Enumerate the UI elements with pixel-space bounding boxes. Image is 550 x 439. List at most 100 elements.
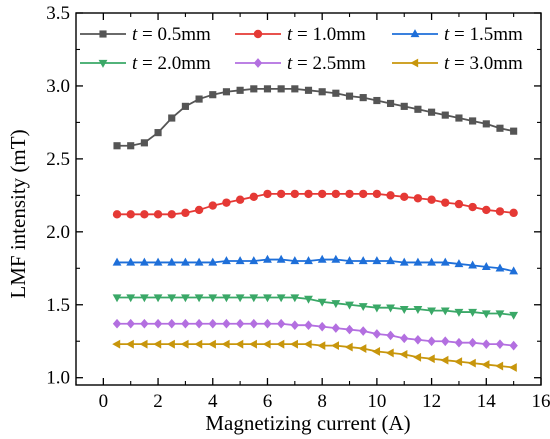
data-point xyxy=(455,114,463,122)
series-4 xyxy=(112,294,519,320)
data-point xyxy=(235,339,244,349)
legend-entry-3: t = 1.5mm xyxy=(392,24,523,45)
data-point xyxy=(345,324,354,335)
data-point xyxy=(235,195,245,204)
data-point xyxy=(441,336,450,347)
data-point xyxy=(495,263,505,272)
series-line xyxy=(117,296,514,316)
data-point xyxy=(194,339,203,349)
data-point xyxy=(372,347,381,356)
data-point xyxy=(140,318,149,329)
data-point xyxy=(468,202,477,212)
data-point xyxy=(413,257,423,266)
data-point xyxy=(454,259,464,268)
data-point xyxy=(426,354,435,364)
data-point xyxy=(508,363,517,372)
data-point xyxy=(495,207,505,216)
data-point xyxy=(427,336,436,347)
legend-entry-4: t = 2.0mm xyxy=(80,53,211,74)
series-line xyxy=(117,258,514,273)
data-point xyxy=(235,256,245,265)
data-point xyxy=(139,257,149,266)
data-point xyxy=(386,304,395,313)
data-point xyxy=(153,339,162,349)
data-point xyxy=(139,339,148,349)
legend-entry-5: t = 2.5mm xyxy=(235,53,366,74)
data-point xyxy=(372,256,382,265)
y-tick-label: 2.0 xyxy=(46,222,70,243)
x-tick-label: 12 xyxy=(422,391,441,412)
legend-marker xyxy=(410,29,420,38)
data-point xyxy=(180,339,189,349)
data-point xyxy=(440,257,450,266)
data-point xyxy=(372,304,382,313)
data-point xyxy=(344,342,353,352)
data-point xyxy=(194,257,204,266)
data-point xyxy=(400,192,409,202)
data-point xyxy=(317,298,327,307)
data-point xyxy=(181,318,190,329)
data-point xyxy=(332,89,340,97)
data-point xyxy=(345,256,354,265)
legend-marker xyxy=(410,58,419,68)
data-point xyxy=(208,201,217,210)
data-point xyxy=(441,111,449,119)
data-point xyxy=(276,254,286,263)
data-point xyxy=(222,294,231,303)
data-point xyxy=(345,301,354,310)
x-tick-label: 6 xyxy=(263,391,273,412)
data-point xyxy=(181,102,189,110)
x-tick-label: 0 xyxy=(99,391,109,412)
data-point xyxy=(263,318,272,329)
data-point xyxy=(372,189,382,199)
data-point xyxy=(358,256,368,265)
data-point xyxy=(386,99,395,108)
data-point xyxy=(359,189,368,199)
data-point xyxy=(112,210,122,219)
data-point xyxy=(235,318,245,329)
data-point xyxy=(482,205,491,215)
data-point xyxy=(168,114,176,122)
x-tick-label: 8 xyxy=(317,391,327,412)
data-point xyxy=(208,257,218,266)
y-axis-title: LMF intensity (mT) xyxy=(6,129,30,298)
data-point xyxy=(385,348,394,358)
data-point xyxy=(317,341,326,351)
data-point xyxy=(496,124,504,132)
data-point xyxy=(276,189,286,199)
y-tick-label: 1.0 xyxy=(46,368,70,389)
data-point xyxy=(112,339,121,349)
axes: 0 2 4 6 8 10 12 14 16 1.0 1.5 2.0 2.5 3.0 3.5 xyxy=(46,3,550,412)
data-point xyxy=(167,318,176,329)
data-point xyxy=(249,294,259,303)
data-point xyxy=(481,262,491,270)
data-point xyxy=(331,300,341,309)
data-point xyxy=(263,85,272,93)
data-point xyxy=(359,94,367,102)
series-line xyxy=(117,322,514,347)
x-tick-label: 4 xyxy=(208,391,218,412)
data-point xyxy=(469,117,477,125)
data-point xyxy=(277,85,285,93)
data-point xyxy=(194,294,204,303)
data-point xyxy=(249,318,258,329)
data-point xyxy=(413,194,423,203)
data-point xyxy=(126,294,136,303)
data-point xyxy=(427,257,436,266)
data-point xyxy=(414,105,422,113)
data-point xyxy=(222,318,231,329)
data-point xyxy=(112,294,122,303)
data-point xyxy=(413,352,422,362)
x-tick-label: 16 xyxy=(532,391,550,412)
series-5 xyxy=(112,318,518,351)
data-point xyxy=(194,205,204,215)
data-point xyxy=(440,355,449,365)
data-point xyxy=(112,257,122,266)
data-point xyxy=(317,321,327,332)
data-point xyxy=(345,92,354,100)
data-point xyxy=(263,189,272,199)
data-point xyxy=(125,339,134,349)
data-point xyxy=(208,294,218,303)
series-1 xyxy=(113,85,518,150)
